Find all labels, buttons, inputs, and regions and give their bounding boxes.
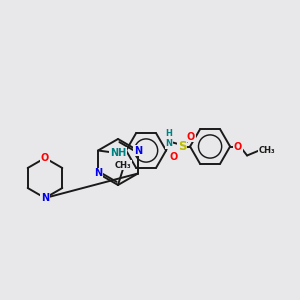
Text: CH₃: CH₃ — [259, 146, 275, 155]
Text: O: O — [187, 131, 195, 142]
Text: H
N: H N — [166, 129, 172, 148]
Text: NH: NH — [110, 148, 126, 158]
Text: CH₃: CH₃ — [115, 160, 131, 169]
Text: S: S — [178, 140, 186, 153]
Text: O: O — [170, 152, 178, 161]
Text: O: O — [41, 153, 49, 163]
Text: N: N — [41, 193, 49, 203]
Text: N: N — [94, 169, 102, 178]
Text: O: O — [234, 142, 242, 152]
Text: N: N — [134, 146, 142, 155]
